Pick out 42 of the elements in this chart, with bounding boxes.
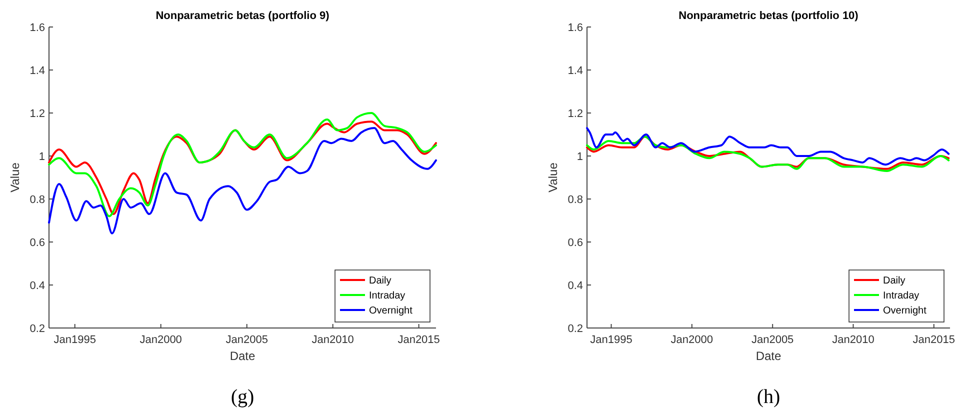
- y-axis-title: Value: [546, 162, 560, 192]
- x-tick-label: Jan1995: [590, 334, 632, 346]
- y-tick-label: 1.6: [30, 22, 45, 34]
- y-axis-title: Value: [8, 162, 22, 192]
- legend-label: Daily: [369, 276, 392, 286]
- y-tick-label: 0.2: [568, 322, 583, 335]
- y-tick-label: 0.2: [30, 322, 45, 335]
- y-tick-label: 1.4: [568, 64, 583, 77]
- y-tick-label: 0.6: [568, 236, 583, 249]
- x-tick-label: Jan2015: [398, 334, 440, 346]
- legend-label: Overnight: [369, 306, 413, 316]
- chart-title: Nonparametric betas (portfolio 9): [156, 10, 330, 22]
- y-tick-label: 0.4: [568, 280, 583, 292]
- x-tick-label: Jan2000: [140, 334, 182, 346]
- y-tick-label: 1.4: [30, 64, 45, 77]
- x-axis-title: Date: [756, 349, 782, 363]
- y-tick-label: 0.8: [30, 194, 45, 206]
- y-tick-label: 0.8: [568, 194, 583, 206]
- y-tick-label: 1.6: [568, 22, 583, 34]
- legend-label: Intraday: [883, 290, 920, 302]
- x-axis-title: Date: [230, 349, 256, 363]
- x-tick-label: Jan2005: [751, 334, 794, 346]
- legend-label: Daily: [883, 276, 906, 286]
- legend-label: Intraday: [369, 290, 406, 302]
- y-tick-label: 1: [38, 150, 45, 163]
- text: (g): [230, 386, 254, 408]
- x-tick-label: Jan2005: [226, 334, 268, 346]
- chart-title: Nonparametric betas (portfolio 10): [678, 10, 859, 22]
- legend-label: Overnight: [883, 306, 927, 316]
- x-tick-label: Jan1995: [54, 334, 96, 346]
- y-tick-label: 1.2: [568, 108, 583, 120]
- x-tick-label: Jan2015: [912, 334, 955, 346]
- x-tick-label: Jan2010: [832, 334, 874, 346]
- y-tick-label: 1: [576, 150, 583, 163]
- line-series: [586, 127, 950, 166]
- y-tick-label: 0.4: [30, 280, 45, 292]
- line-series: [48, 127, 437, 234]
- text: (h): [756, 386, 780, 408]
- y-tick-label: 0.6: [30, 236, 45, 249]
- x-tick-label: Jan2000: [670, 334, 714, 346]
- x-tick-label: Jan2010: [312, 334, 354, 346]
- y-tick-label: 1.2: [30, 108, 45, 120]
